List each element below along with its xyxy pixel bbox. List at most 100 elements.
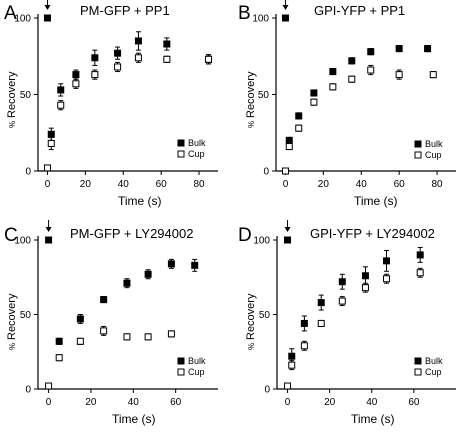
legend-marker-cup (414, 368, 422, 376)
data-point-cup (395, 71, 403, 79)
legend-marker-cup (177, 150, 185, 158)
x-tick-label: 0 (285, 397, 291, 408)
legend-label-bulk: Bulk (188, 138, 206, 148)
data-point-cup (317, 319, 325, 327)
data-point-bulk (281, 14, 289, 22)
data-point-bulk (47, 130, 55, 138)
x-tick-label: 0 (45, 179, 51, 190)
bleach-arrow-head (45, 227, 52, 232)
data-point-cup (310, 98, 318, 106)
data-point-bulk (114, 49, 122, 57)
data-point-bulk (123, 279, 131, 287)
y-tick-label: 50 (258, 90, 270, 101)
data-point-bulk (72, 71, 80, 79)
legend-label-cup: Cup (188, 149, 205, 159)
legend-label-cup: Cup (425, 367, 442, 377)
data-point-cup (284, 382, 292, 390)
data-point-cup (57, 101, 65, 109)
legend-marker-cup (414, 151, 422, 159)
data-point-bulk (361, 272, 369, 280)
data-point-bulk (144, 270, 152, 278)
data-point-bulk (284, 236, 292, 244)
data-point-bulk (367, 48, 375, 56)
data-point-cup (295, 124, 303, 132)
panel-title: PM-GFP + LY294002 (70, 226, 193, 241)
bleach-arrow-head (284, 227, 291, 232)
data-point-cup (416, 269, 424, 277)
x-tick-label: 0 (46, 397, 52, 408)
data-point-bulk (300, 319, 308, 327)
y-tick-label: 100 (253, 236, 270, 247)
y-tick-label: 100 (14, 236, 31, 247)
x-tick-label: 60 (170, 397, 182, 408)
data-point-cup (45, 382, 53, 390)
data-point-bulk (416, 251, 424, 259)
legend-marker-bulk (177, 139, 185, 147)
data-point-cup (348, 75, 356, 83)
data-point-cup (114, 63, 122, 71)
x-tick-label: 20 (324, 397, 336, 408)
data-point-cup (361, 284, 369, 292)
x-tick-label: 40 (356, 179, 368, 190)
legend-marker-bulk (414, 357, 422, 365)
y-tick-label: 0 (263, 167, 269, 178)
data-point-bulk (100, 296, 108, 304)
data-point-bulk (285, 136, 293, 144)
data-point-cup (72, 80, 80, 88)
series-bulk (43, 14, 213, 141)
legend-label-bulk: Bulk (425, 356, 443, 366)
y-axis-label: % Recovery (245, 293, 257, 350)
data-point-bulk (55, 337, 63, 345)
y-axis-label-unit: % (247, 343, 256, 350)
y-tick-label: 100 (14, 14, 31, 25)
data-point-cup (429, 71, 437, 79)
legend-label-bulk: Bulk (425, 139, 443, 149)
data-point-bulk (134, 37, 142, 45)
x-tick-label: 80 (431, 179, 443, 190)
x-tick-label: 60 (394, 179, 406, 190)
data-point-bulk (76, 315, 84, 323)
y-tick-label: 50 (259, 310, 271, 321)
data-point-bulk (43, 14, 51, 22)
data-point-bulk (317, 299, 325, 307)
data-point-cup (205, 55, 213, 63)
y-tick-label: 0 (25, 385, 31, 396)
data-point-cup (43, 164, 51, 172)
data-point-bulk (383, 257, 391, 265)
data-point-cup (285, 143, 293, 151)
series-bulk (284, 236, 424, 365)
y-axis-label: % Recovery (6, 293, 18, 350)
data-point-cup (123, 333, 131, 341)
data-point-cup (167, 330, 175, 338)
y-axis-label-unit: % (247, 121, 256, 128)
data-point-cup (300, 342, 308, 350)
data-point-bulk (91, 54, 99, 62)
data-point-cup (329, 83, 337, 91)
y-axis-label-unit: % (8, 121, 17, 128)
x-axis-label: Time (s) (354, 194, 398, 208)
x-tick-label: 20 (80, 179, 92, 190)
x-axis-label: Time (s) (351, 412, 395, 426)
data-point-cup (47, 139, 55, 147)
legend-label-cup: Cup (188, 367, 205, 377)
data-point-bulk (191, 261, 199, 269)
series-cup (45, 325, 175, 390)
chart-panel-c: C PM-GFP + LY294002 0 50 100 0 20 40 60 Time (s)%… (4, 220, 218, 426)
data-point-bulk (295, 112, 303, 120)
bleach-arrow-head (44, 5, 51, 10)
legend-marker-bulk (177, 357, 185, 365)
x-axis-label: Time (s) (112, 412, 156, 426)
data-point-cup (163, 55, 171, 63)
y-axis-label: % Recovery (6, 71, 18, 128)
data-point-bulk (45, 236, 53, 244)
y-tick-label: 50 (20, 90, 32, 101)
data-point-bulk (329, 68, 337, 76)
x-tick-label: 40 (128, 397, 140, 408)
x-tick-label: 20 (85, 397, 97, 408)
data-point-cup (383, 275, 391, 283)
data-point-cup (76, 337, 84, 345)
y-tick-label: 50 (20, 310, 32, 321)
data-point-cup (338, 297, 346, 305)
